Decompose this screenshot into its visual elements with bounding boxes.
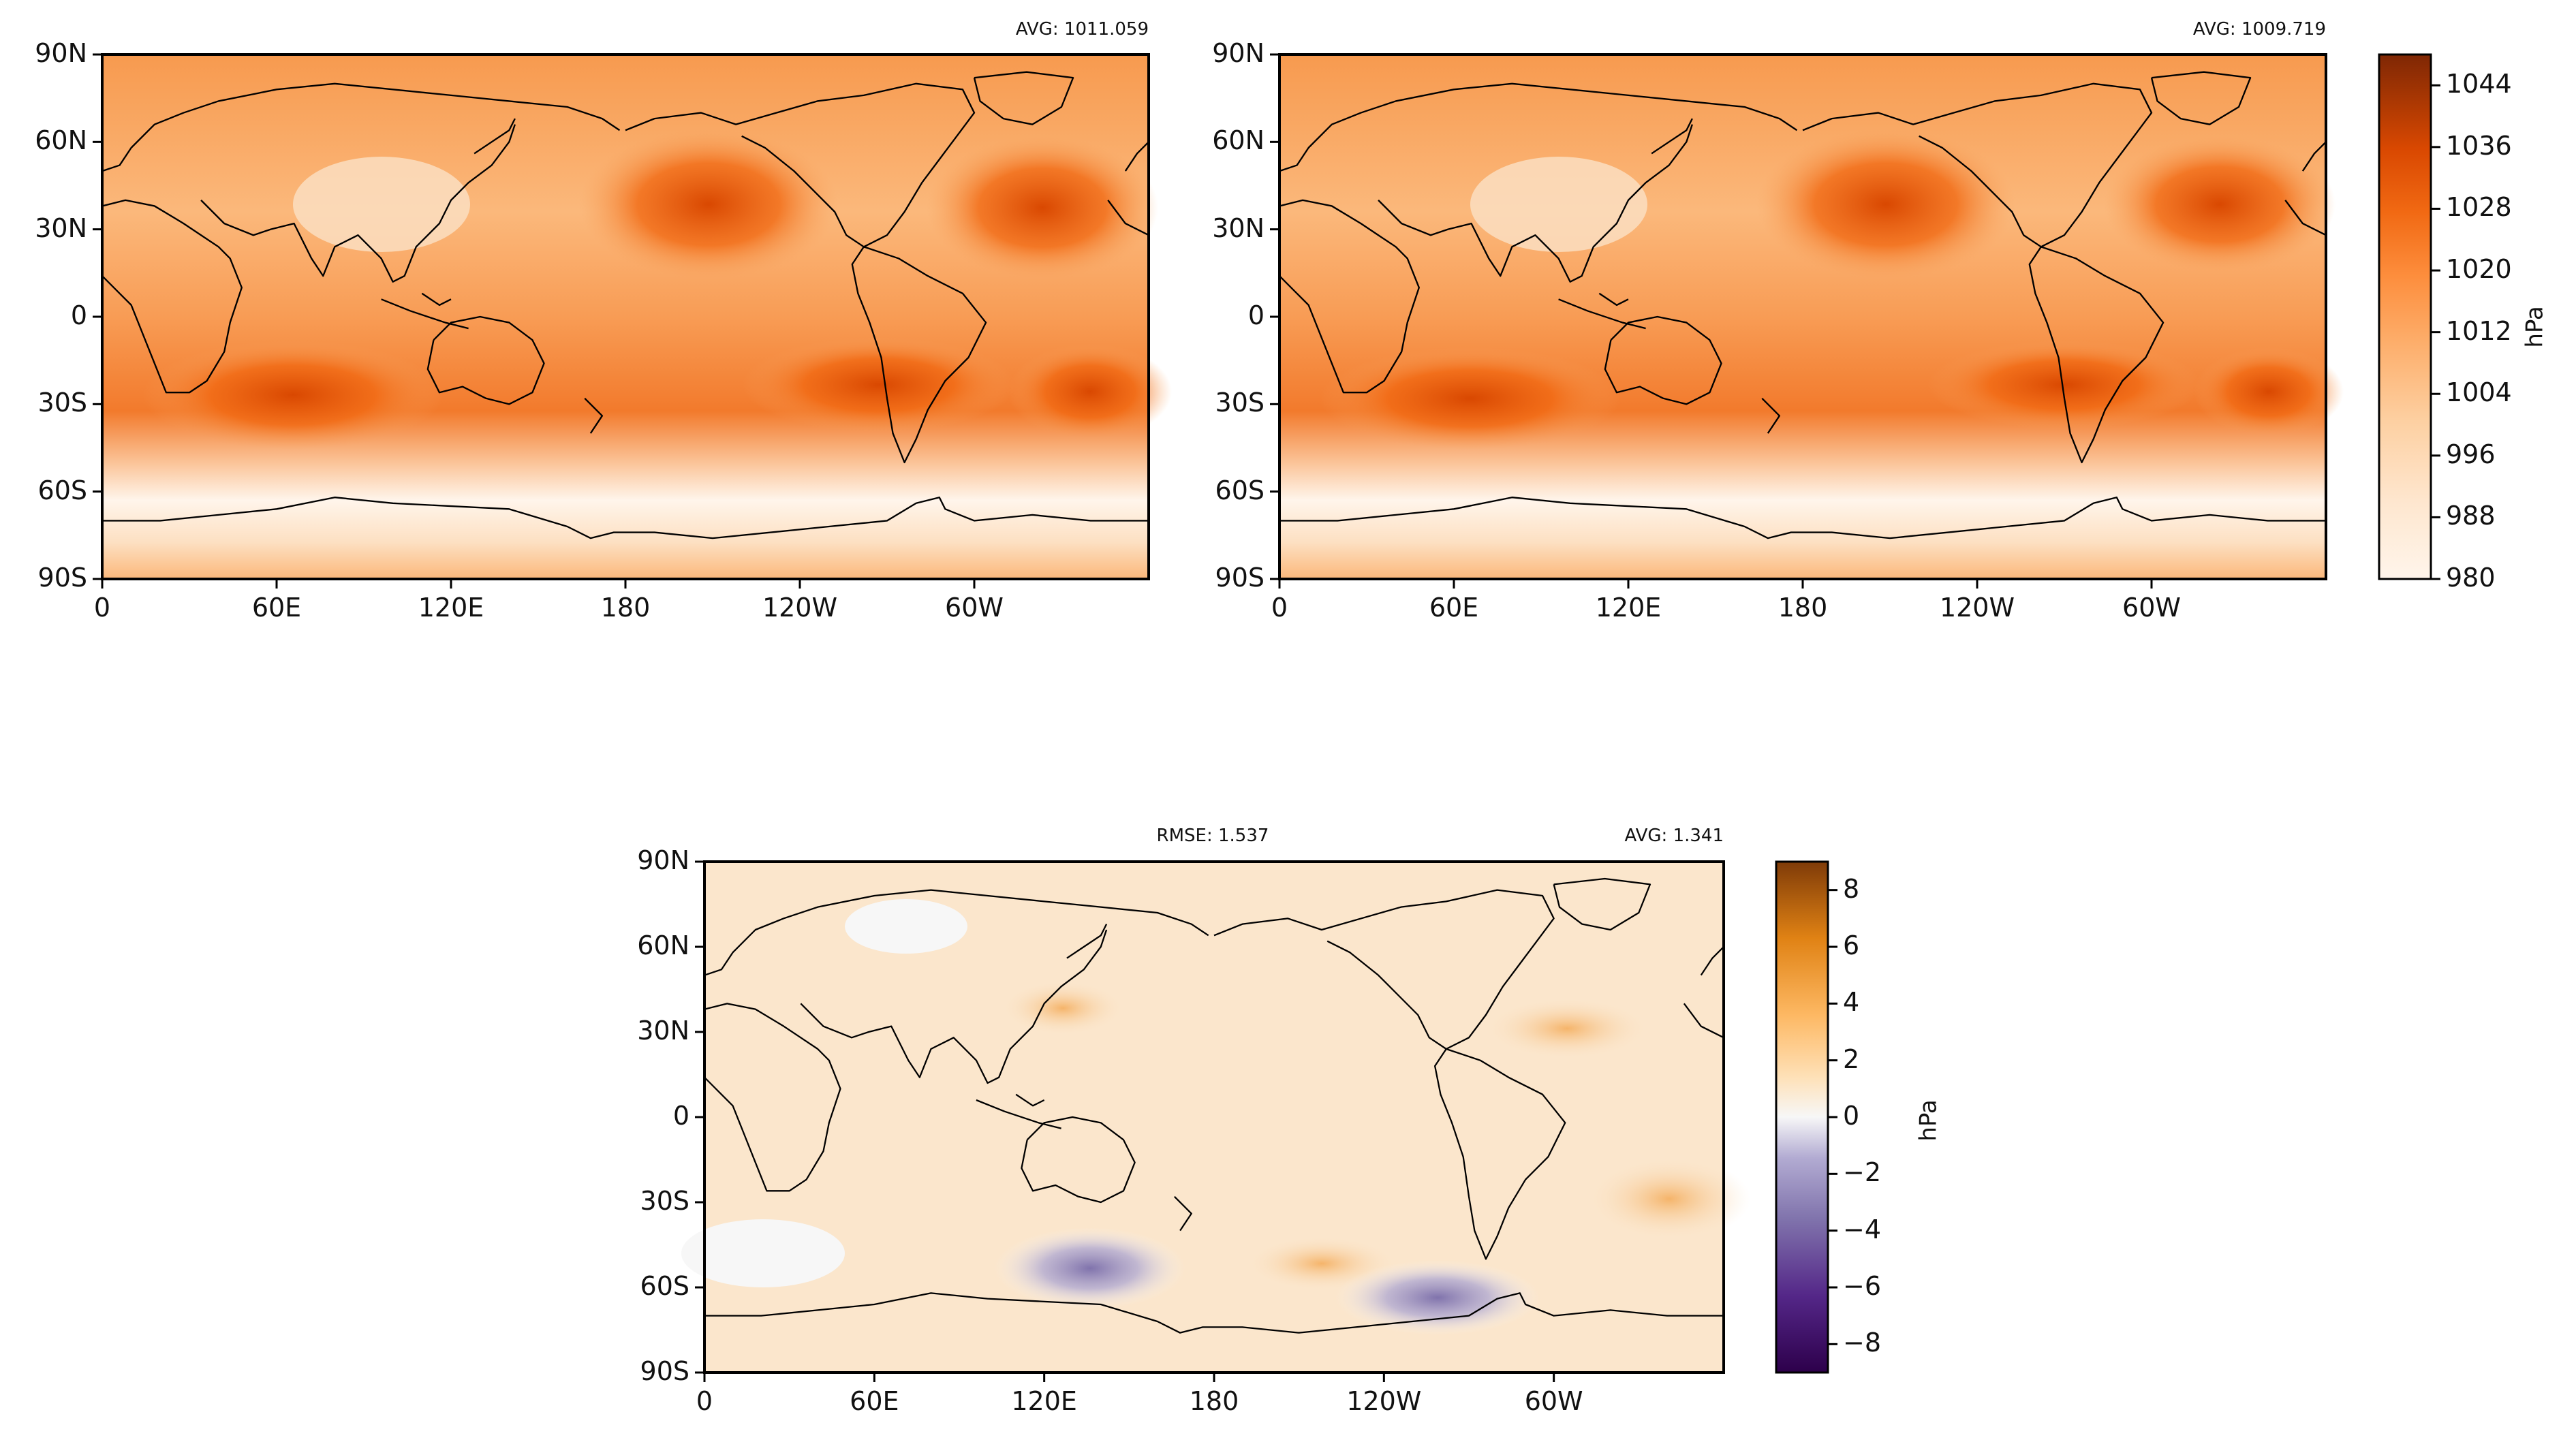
obs-field — [1279, 54, 2326, 579]
diff-lat-tick-label: 60S — [640, 1271, 689, 1301]
obs-lat-tick-label: 90S — [1215, 563, 1264, 593]
panel-obs — [1278, 53, 2344, 580]
diff-lon-tick-label: 120W — [1346, 1386, 1422, 1416]
obs-lon-tick-label: 60W — [2122, 593, 2181, 623]
model-south-atlantic-high — [1008, 344, 1172, 439]
diff-positive-3 — [1587, 1158, 1751, 1240]
diff-lon-tick-label: 60W — [1524, 1386, 1583, 1416]
obs-lat-tick-label: 90N — [1212, 38, 1264, 68]
obs-lat-tick-label: 60S — [1215, 475, 1264, 505]
obs-south-atlantic-high — [2194, 347, 2344, 436]
colorbar-pressure-tick-label: 996 — [2446, 439, 2496, 469]
model-lon-tick-label: 60E — [251, 593, 302, 623]
panel-model — [101, 53, 1172, 580]
obs-lat-tick-label: 30N — [1212, 213, 1264, 243]
model-asia-low — [293, 157, 470, 252]
colorbar-difference-tick-label: −6 — [1843, 1271, 1882, 1301]
colorbar-pressure-unit: hPa — [2521, 306, 2549, 348]
colorbar-difference-tick-label: 0 — [1843, 1101, 1860, 1131]
model-field — [102, 54, 1149, 579]
colorbar-pressure-tick-label: 980 — [2446, 563, 2496, 593]
colorbar-pressure-tick-label: 1004 — [2446, 377, 2512, 408]
model-lat-tick-label: 60N — [35, 125, 87, 156]
colorbar-pressure-tick-label: 1036 — [2446, 130, 2512, 161]
obs-avg-label: AVG: 1009.719 — [2192, 19, 2326, 40]
obs-north-pacific-high — [1756, 129, 2015, 279]
diff-lat-tick-label: 30S — [640, 1186, 689, 1216]
diff-lon-tick-label: 120E — [1011, 1386, 1077, 1416]
model-avg-label: AVG: 1011.059 — [1015, 19, 1149, 40]
obs-lat-tick-label: 30S — [1215, 388, 1264, 418]
colorbar-difference-unit: hPa — [1914, 1099, 1942, 1142]
diff-lat-tick-label: 90N — [637, 845, 689, 875]
model-lon-tick-label: 120W — [762, 593, 838, 623]
colorbar-difference-tick-label: 2 — [1843, 1044, 1860, 1074]
model-south-pacific-high — [743, 337, 1015, 433]
model-lat-tick-label: 90N — [35, 38, 87, 68]
colorbar-pressure-tick-label: 1012 — [2446, 315, 2512, 346]
model-north-atlantic-high — [927, 136, 1158, 279]
obs-south-indian-high — [1320, 347, 1620, 450]
colorbar-difference-tick-label: 4 — [1843, 987, 1860, 1018]
diff-lon-tick-label: 60E — [850, 1386, 899, 1416]
colorbar-difference-tick-label: −2 — [1843, 1157, 1882, 1188]
model-south-indian-high — [143, 341, 443, 450]
diff-negative-2 — [1335, 1260, 1540, 1335]
colorbar-pressure-tick-label: 1028 — [2446, 192, 2512, 223]
model-lat-tick-label: 30N — [35, 213, 87, 243]
diff-avg-label: AVG: 1.341 — [1624, 826, 1724, 846]
model-lon-tick-label: 180 — [600, 593, 651, 623]
obs-lon-tick-label: 60E — [1429, 593, 1479, 623]
model-lat-tick-label: 30S — [37, 388, 87, 418]
diff-lat-tick-label: 60N — [637, 930, 689, 960]
diff-lon-tick-label: 180 — [1189, 1386, 1239, 1416]
colorbar-pressure-tick-label: 1020 — [2446, 254, 2512, 285]
model-lon-tick-label: 0 — [93, 593, 111, 623]
colorbar-difference-tick-label: −4 — [1843, 1214, 1882, 1244]
obs-lat-tick-label: 0 — [1247, 300, 1264, 330]
diff-positive-1 — [1002, 981, 1124, 1035]
diff-rmse-label: RMSE: 1.537 — [1156, 826, 1269, 846]
diff-positive-2 — [1485, 998, 1649, 1059]
model-lon-tick-label: 60W — [945, 593, 1004, 623]
diff-lat-tick-label: 90S — [640, 1356, 689, 1386]
obs-lat-tick-label: 60N — [1212, 125, 1264, 156]
diff-lon-tick-label: 0 — [696, 1386, 713, 1416]
tick-marks — [93, 53, 2440, 1382]
diff-lat-tick-label: 0 — [672, 1101, 689, 1131]
obs-lon-tick-label: 120E — [1595, 593, 1662, 623]
diff-neutral-2 — [681, 1219, 845, 1287]
model-lon-tick-label: 120E — [418, 593, 484, 623]
colorbar-difference — [1775, 860, 1829, 1374]
colorbar-difference-tick-label: −8 — [1843, 1328, 1882, 1358]
model-lat-tick-label: 60S — [37, 475, 87, 505]
colorbar-difference-tick-label: 8 — [1843, 873, 1860, 904]
obs-lon-tick-label: 180 — [1778, 593, 1828, 623]
panel-diff — [681, 860, 1751, 1374]
colorbar-pressure-tick-label: 1044 — [2446, 69, 2512, 99]
diff-lat-tick-label: 30N — [637, 1016, 689, 1046]
obs-lon-tick-label: 120W — [1939, 593, 2015, 623]
model-lat-tick-label: 0 — [70, 300, 87, 330]
diff-negative-1 — [995, 1227, 1185, 1309]
diff-neutral-1 — [845, 899, 967, 954]
obs-south-pacific-high — [1928, 341, 2201, 429]
obs-asia-low — [1470, 157, 1647, 252]
colorbar-pressure — [2378, 53, 2432, 580]
obs-lon-tick-label: 0 — [1271, 593, 1288, 623]
colorbar-difference-tick-label: 6 — [1843, 930, 1860, 960]
colorbar-difference-fill — [1775, 860, 1829, 1374]
colorbar-pressure-fill — [2378, 53, 2432, 580]
model-lat-tick-label: 90S — [37, 563, 87, 593]
obs-north-atlantic-high — [2104, 136, 2336, 272]
model-north-pacific-high — [579, 129, 838, 279]
colorbar-pressure-tick-label: 988 — [2446, 501, 2496, 531]
